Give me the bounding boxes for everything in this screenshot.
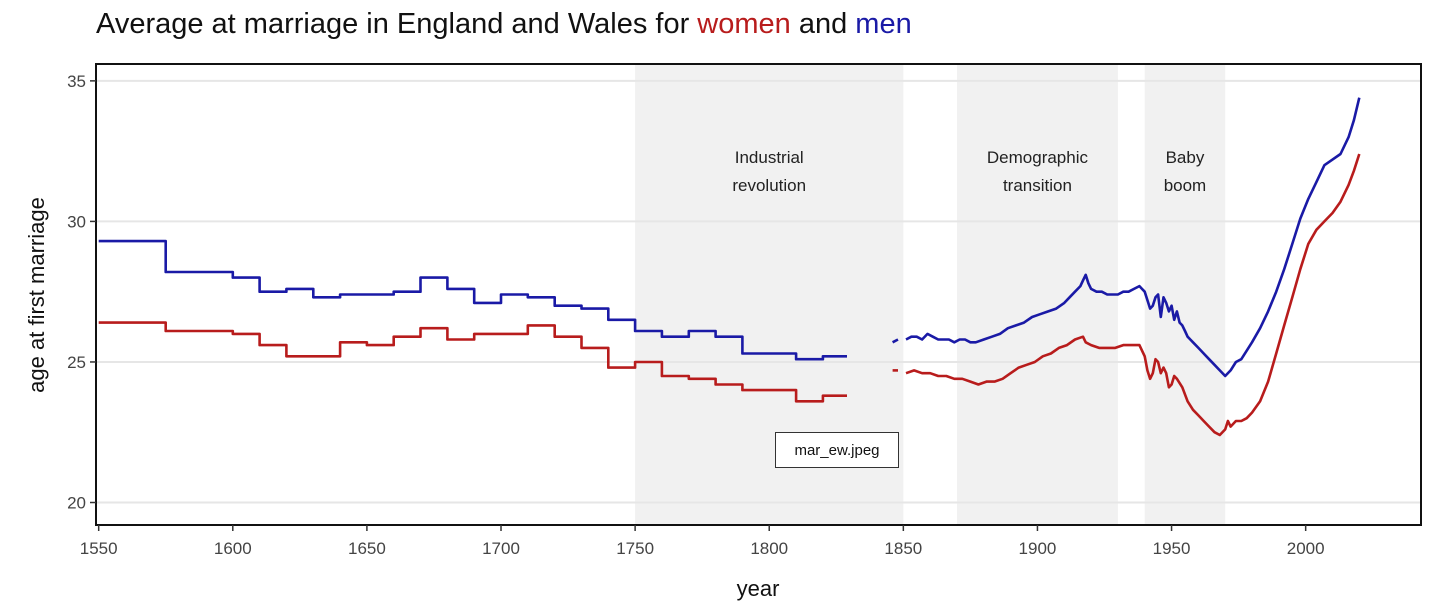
x-tick-label-1700: 1700 (482, 539, 520, 558)
axes: 20 25 30 35 1550 1600 1650 1700 1750 1800 1850 1900… (67, 72, 1325, 558)
band-label-0-1: revolution (732, 176, 806, 195)
x-tick-label-2000: 2000 (1287, 539, 1325, 558)
y-axis-title: age at first marriage (24, 197, 49, 393)
x-tick-label-1950: 1950 (1153, 539, 1191, 558)
chart-title: Average at marriage in England and Wales… (96, 8, 912, 41)
x-tick-label-1750: 1750 (616, 539, 654, 558)
band-label-0-0: Industrial (735, 148, 804, 167)
title-women-word: women (697, 8, 791, 40)
series-men-segment-1 (892, 338, 899, 344)
plot-border (95, 63, 1422, 526)
series-lines (98, 97, 1361, 437)
band-label-1-0: Demographic (987, 148, 1089, 167)
x-tick-label-1850: 1850 (884, 539, 922, 558)
series-men-segment-0 (98, 239, 847, 361)
gridlines (96, 79, 1421, 504)
highlight-bands: Industrial revolution Demographic transitio… (635, 64, 1226, 525)
x-tick-label-1550: 1550 (80, 539, 118, 558)
series-women-segment-2 (905, 153, 1361, 437)
band-label-1-1: transition (1003, 176, 1072, 195)
series-women-segment-0 (98, 321, 847, 403)
title-prefix: Average at marriage in England and Wales… (96, 8, 698, 40)
series-men-segment-2 (905, 97, 1361, 378)
x-axis-title: year (737, 576, 780, 601)
x-tick-label-1800: 1800 (750, 539, 788, 558)
band-1 (956, 64, 1118, 525)
x-tick-label-1600: 1600 (214, 539, 252, 558)
title-middle: and (790, 8, 856, 40)
x-tick-label-1900: 1900 (1019, 539, 1057, 558)
x-tick-label-1650: 1650 (348, 539, 386, 558)
title-men-word: men (855, 8, 912, 40)
band-label-2-0: Baby (1166, 148, 1205, 167)
filename-tag: mar_ew.jpeg (775, 432, 899, 468)
y-tick-label-25: 25 (67, 353, 86, 372)
y-tick-label-30: 30 (67, 212, 86, 231)
y-tick-label-35: 35 (67, 72, 86, 91)
band-label-2-1: boom (1164, 176, 1207, 195)
y-tick-label-20: 20 (67, 494, 86, 513)
